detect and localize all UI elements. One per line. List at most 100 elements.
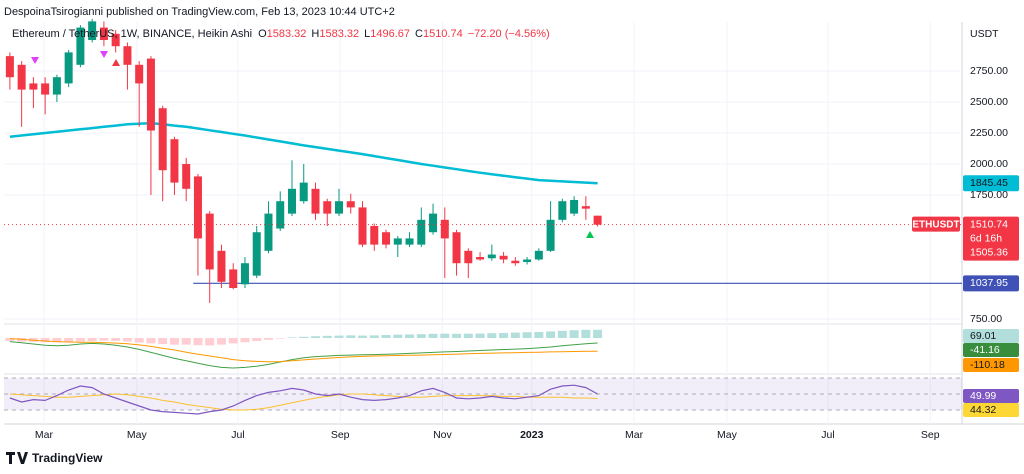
candle-body — [311, 188, 320, 214]
candle-body — [182, 164, 191, 189]
y-tick-label: 2000.00 — [970, 158, 1008, 170]
legend-label: C — [415, 28, 423, 40]
macd-histogram-bar — [569, 330, 579, 339]
candle-body — [558, 201, 567, 220]
symbol-tag: ETHUSDT — [912, 219, 959, 230]
macd-histogram-bar — [205, 338, 215, 346]
macd-histogram-bar — [581, 329, 591, 339]
candle-body — [452, 232, 461, 264]
candle-body — [487, 254, 496, 259]
candle-body — [17, 64, 26, 90]
macd-histogram-bar — [381, 335, 391, 339]
x-tick-label: Sep — [331, 429, 350, 441]
legend-label: O — [258, 28, 267, 40]
x-tick-label: May — [127, 429, 148, 441]
candle-body — [146, 58, 155, 131]
ma-label-bg — [963, 175, 1019, 192]
candle-body — [570, 199, 579, 214]
macd-histogram-bar — [75, 338, 85, 342]
x-tick-label: Jul — [821, 429, 834, 441]
macd-histogram-bar — [393, 334, 403, 339]
macd-histogram-bar — [275, 338, 285, 339]
price-label: 1510.74 — [970, 218, 1008, 230]
macd-histogram-bar — [122, 338, 132, 342]
rsi-label-bg — [963, 389, 1019, 403]
candle-body — [499, 255, 508, 260]
macd-label: -41.16 — [970, 344, 1000, 356]
y-tick-label: 2500.00 — [970, 96, 1008, 108]
x-tick-label: Nov — [433, 429, 452, 441]
macd-histogram-bar — [593, 329, 603, 339]
macd-histogram-bar — [287, 337, 297, 339]
macd-histogram-bar — [111, 338, 121, 342]
candle-body — [41, 83, 50, 95]
rsi-label: 44.32 — [970, 404, 996, 416]
rsi-band — [4, 378, 962, 410]
candle-body — [581, 206, 590, 209]
candle-body — [264, 213, 273, 251]
axis-unit: USDT — [970, 28, 999, 40]
candle-body — [323, 201, 332, 214]
publish-header: DespoinaTsirogianni published on Trading… — [4, 6, 395, 18]
macd-histogram-bar — [334, 335, 344, 339]
candle-body — [5, 56, 14, 78]
candle-body — [405, 238, 414, 245]
x-tick-label: Mar — [625, 429, 644, 441]
candle-body — [170, 139, 179, 183]
macd-histogram-bar — [134, 338, 144, 343]
legend-value: 1583.32 — [319, 28, 359, 40]
rsi-line — [9, 384, 598, 415]
plot — [4, 18, 1019, 424]
macd-histogram-bar — [463, 333, 473, 339]
macd-histogram-bar — [452, 333, 462, 339]
macd-histogram-bar — [310, 336, 320, 339]
macd-label-bg — [963, 329, 1019, 343]
candle-body — [358, 207, 367, 245]
macd-label: 69.01 — [970, 330, 996, 342]
candle-body — [287, 188, 296, 214]
macd-histogram-bar — [346, 335, 356, 339]
macd-histogram-bar — [228, 338, 238, 344]
macd-histogram-bar — [52, 338, 62, 343]
candle-body — [464, 250, 473, 264]
macd-histogram-bar — [499, 332, 509, 339]
candle-body — [476, 257, 485, 260]
macd-histogram-bar — [405, 334, 415, 339]
signal-marker — [112, 59, 120, 66]
y-tick-label: 1750.00 — [970, 189, 1008, 201]
candle-body — [335, 201, 344, 214]
candle-body — [393, 238, 402, 245]
x-tick-label: Jul — [231, 429, 244, 441]
candle-body — [370, 226, 379, 245]
signal-marker — [31, 57, 39, 64]
candle-body — [64, 52, 73, 84]
macd-histogram-bar — [169, 338, 179, 345]
candle-body — [229, 269, 238, 289]
legend-value: 1496.67 — [370, 28, 410, 40]
candle-body — [111, 33, 120, 47]
candle-body — [217, 250, 226, 282]
y-tick-label: 2250.00 — [970, 127, 1008, 139]
rsi-label: 49.99 — [970, 390, 996, 402]
candle-body — [252, 232, 261, 276]
macd-histogram-bar — [87, 338, 97, 342]
legend-label: H — [311, 28, 319, 40]
candle-body — [593, 215, 602, 225]
ma-label: 1845.45 — [970, 177, 1008, 189]
macd-histogram-bar — [64, 338, 74, 342]
candle-body — [276, 201, 285, 229]
macd-histogram-bar — [440, 333, 450, 339]
price-label-2: 1505.36 — [970, 246, 1008, 258]
footer-logo — [6, 452, 28, 464]
macd-histogram-bar — [510, 332, 520, 339]
macd-histogram-bar — [369, 335, 379, 339]
signal-marker — [586, 231, 594, 238]
legend-value: 1510.74 — [423, 28, 463, 40]
macd-histogram-bar — [158, 338, 168, 345]
macd-histogram-bar — [522, 332, 532, 339]
legend-change: −72.20 (−4.56%) — [468, 28, 550, 40]
macd-histogram-bar — [487, 333, 497, 339]
candle-body — [123, 46, 132, 65]
